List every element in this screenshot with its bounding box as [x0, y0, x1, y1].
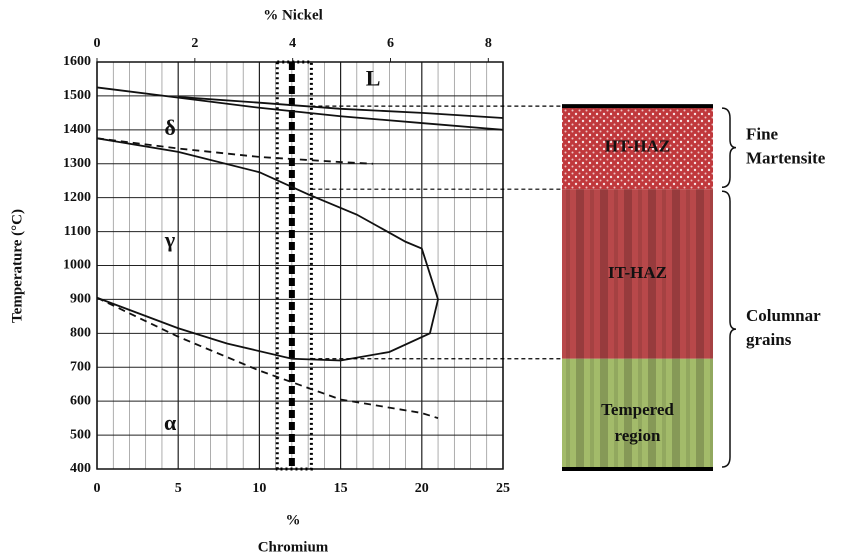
x-tick-label: 20	[415, 481, 429, 496]
x2-tick-label: 0	[94, 36, 101, 51]
y-tick-label: 1400	[63, 122, 91, 137]
y-tick-label: 900	[70, 292, 91, 307]
bracket-label: Fine	[746, 125, 779, 144]
x-tick-label: 15	[334, 481, 348, 496]
y-tick-label: 1300	[63, 156, 91, 171]
phase-label: δ	[164, 115, 175, 140]
x-tick-label: 10	[252, 481, 266, 496]
x2-tick-label: 6	[387, 36, 394, 51]
y-tick-label: 700	[70, 359, 91, 374]
y-tick-label: 500	[70, 427, 91, 442]
x2-tick-label: 2	[191, 36, 198, 51]
bracket-label: grains	[746, 330, 792, 349]
phase-boundary	[97, 138, 438, 360]
phase-boundary	[97, 298, 438, 418]
region-label: IT-HAZ	[608, 263, 667, 282]
y-tick-label: 400	[70, 461, 91, 476]
bracket	[722, 191, 736, 467]
y-tick-label: 1000	[63, 258, 91, 273]
phase-label: L	[366, 66, 381, 91]
y-tick-label: 1100	[64, 224, 91, 239]
region-label: region	[615, 426, 662, 445]
y-tick-label: 1200	[63, 190, 91, 205]
phase-label: γ	[164, 227, 175, 252]
x2-tick-label: 8	[485, 36, 492, 51]
y-tick-label: 1600	[63, 54, 91, 69]
bracket-label: Martensite	[746, 149, 826, 168]
region-label: Tempered	[601, 400, 674, 419]
y-tick-label: 800	[70, 326, 91, 341]
bracket	[722, 108, 736, 187]
y-tick-label: 600	[70, 393, 91, 408]
bracket-label: Columnar	[746, 306, 821, 325]
x-label: Chromium	[258, 539, 329, 555]
y-tick-label: 1500	[63, 88, 91, 103]
x-label: %	[286, 512, 301, 528]
phase-label: α	[164, 410, 177, 435]
phase-boundary	[97, 87, 503, 129]
x2-tick-label: 4	[289, 36, 296, 51]
x-tick-label: 0	[94, 481, 101, 496]
x-tick-label: 25	[496, 481, 510, 496]
x-tick-label: 5	[175, 481, 182, 496]
y-label: Temperature (°C)	[9, 209, 25, 323]
x-top-label: % Nickel	[263, 7, 323, 23]
figure: % Nickel Temperature (°C) 40050060070080…	[0, 0, 859, 558]
region-label: HT-HAZ	[605, 137, 671, 156]
phase-boundary	[97, 138, 373, 163]
